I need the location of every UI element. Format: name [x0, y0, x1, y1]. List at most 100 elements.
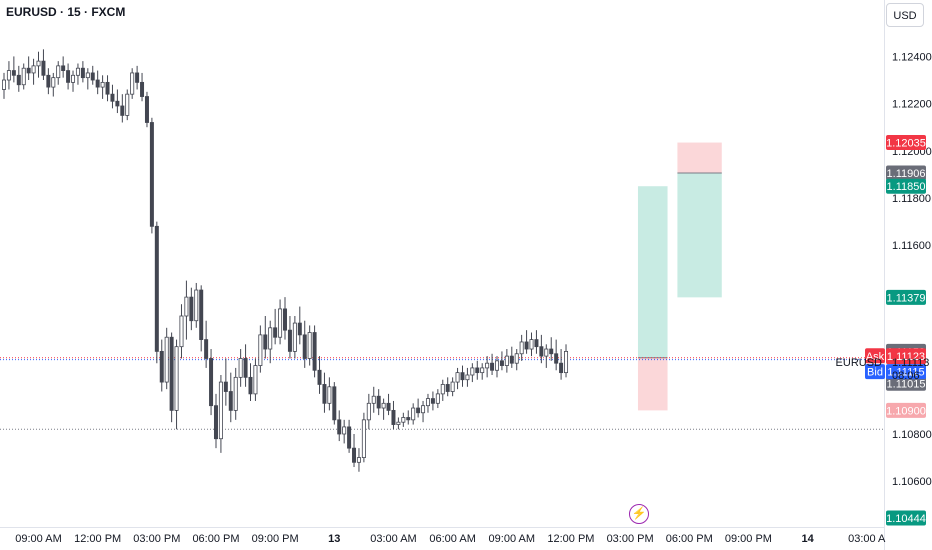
candle-body[interactable]: [51, 77, 56, 88]
candle-body[interactable]: [302, 334, 307, 359]
candle-body[interactable]: [85, 72, 90, 79]
candle-body[interactable]: [524, 341, 529, 350]
candle-body[interactable]: [11, 70, 16, 76]
candle-body[interactable]: [435, 393, 440, 404]
candle-body[interactable]: [317, 369, 322, 385]
candle-body[interactable]: [41, 60, 46, 76]
candle-body[interactable]: [544, 348, 549, 357]
candle-body[interactable]: [455, 372, 460, 383]
candle-body[interactable]: [115, 100, 120, 107]
candle-body[interactable]: [209, 358, 214, 407]
candle-body[interactable]: [61, 65, 66, 71]
currency-button[interactable]: USD: [886, 3, 924, 27]
candle-body[interactable]: [258, 334, 263, 366]
candle-body[interactable]: [411, 407, 416, 421]
candle-body[interactable]: [199, 289, 204, 340]
candle-body[interactable]: [56, 65, 61, 79]
candle-body[interactable]: [539, 346, 544, 357]
short-position-stop-zone[interactable]: [677, 142, 722, 173]
candle-body[interactable]: [189, 296, 194, 322]
candle-body[interactable]: [337, 419, 342, 435]
candle-body[interactable]: [327, 386, 332, 404]
candle-body[interactable]: [248, 376, 253, 395]
candle-body[interactable]: [169, 336, 174, 411]
candle-body[interactable]: [396, 421, 401, 425]
candle-body[interactable]: [287, 329, 292, 352]
candle-body[interactable]: [218, 381, 223, 440]
candle-body[interactable]: [194, 289, 199, 322]
candle-body[interactable]: [406, 417, 411, 421]
candle-body[interactable]: [307, 332, 312, 359]
candle-body[interactable]: [164, 336, 169, 383]
candle-body[interactable]: [159, 350, 164, 383]
candle-body[interactable]: [2, 79, 7, 90]
long-position-target-zone[interactable]: [637, 186, 668, 358]
candle-body[interactable]: [494, 360, 499, 371]
candle-body[interactable]: [263, 334, 268, 350]
candle-body[interactable]: [534, 339, 539, 348]
candle-body[interactable]: [125, 93, 130, 116]
candle-body[interactable]: [110, 93, 115, 102]
candle-body[interactable]: [425, 398, 430, 407]
candle-body[interactable]: [356, 457, 361, 463]
candle-body[interactable]: [283, 308, 288, 331]
candle-body[interactable]: [71, 74, 76, 83]
candle-body[interactable]: [485, 362, 490, 369]
candle-body[interactable]: [238, 358, 243, 378]
candle-body[interactable]: [243, 358, 248, 378]
candle-body[interactable]: [174, 346, 179, 411]
candle-body[interactable]: [184, 296, 189, 317]
candle-body[interactable]: [312, 332, 317, 371]
candle-body[interactable]: [6, 70, 11, 81]
candle-body[interactable]: [16, 74, 21, 86]
candle-body[interactable]: [490, 362, 495, 371]
candle-body[interactable]: [475, 367, 480, 374]
candle-body[interactable]: [564, 350, 569, 374]
candle-body[interactable]: [519, 341, 524, 355]
candle-body[interactable]: [499, 360, 504, 366]
candle-body[interactable]: [342, 426, 347, 435]
candle-body[interactable]: [75, 67, 80, 76]
candle-body[interactable]: [90, 72, 95, 81]
candle-body[interactable]: [440, 384, 445, 395]
candle-body[interactable]: [228, 391, 233, 411]
candle-body[interactable]: [130, 72, 135, 95]
candle-body[interactable]: [179, 315, 184, 348]
candle-body[interactable]: [416, 407, 421, 414]
candle-body[interactable]: [347, 426, 352, 449]
candle-body[interactable]: [480, 367, 485, 374]
candle-body[interactable]: [460, 372, 465, 381]
candle-body[interactable]: [391, 409, 396, 425]
candle-body[interactable]: [66, 70, 71, 83]
candle-body[interactable]: [100, 81, 105, 88]
candle-body[interactable]: [268, 327, 273, 350]
candle-body[interactable]: [332, 386, 337, 421]
candle-body[interactable]: [80, 67, 85, 79]
candle-body[interactable]: [213, 405, 218, 440]
candle-body[interactable]: [204, 339, 209, 359]
candle-body[interactable]: [233, 376, 238, 411]
candle-body[interactable]: [144, 96, 149, 123]
candle-body[interactable]: [105, 81, 110, 95]
long-position-stop-zone[interactable]: [637, 357, 668, 411]
candle-body[interactable]: [46, 74, 51, 88]
candle-body[interactable]: [371, 395, 376, 404]
candle-body[interactable]: [401, 417, 406, 423]
candle-body[interactable]: [554, 353, 559, 364]
candle-body[interactable]: [223, 381, 228, 392]
candle-body[interactable]: [140, 81, 145, 97]
lightning-icon[interactable]: ⚡: [629, 504, 649, 524]
candle-body[interactable]: [95, 79, 100, 88]
candle-body[interactable]: [253, 365, 258, 395]
candle-body[interactable]: [273, 327, 278, 338]
candle-body[interactable]: [297, 322, 302, 336]
candle-body[interactable]: [366, 402, 371, 421]
candle-body[interactable]: [36, 60, 41, 67]
candle-body[interactable]: [21, 67, 26, 86]
candle-body[interactable]: [292, 322, 297, 352]
candle-body[interactable]: [421, 405, 426, 414]
candle-body[interactable]: [386, 402, 391, 411]
candle-body[interactable]: [470, 367, 475, 376]
candle-body[interactable]: [322, 384, 327, 404]
